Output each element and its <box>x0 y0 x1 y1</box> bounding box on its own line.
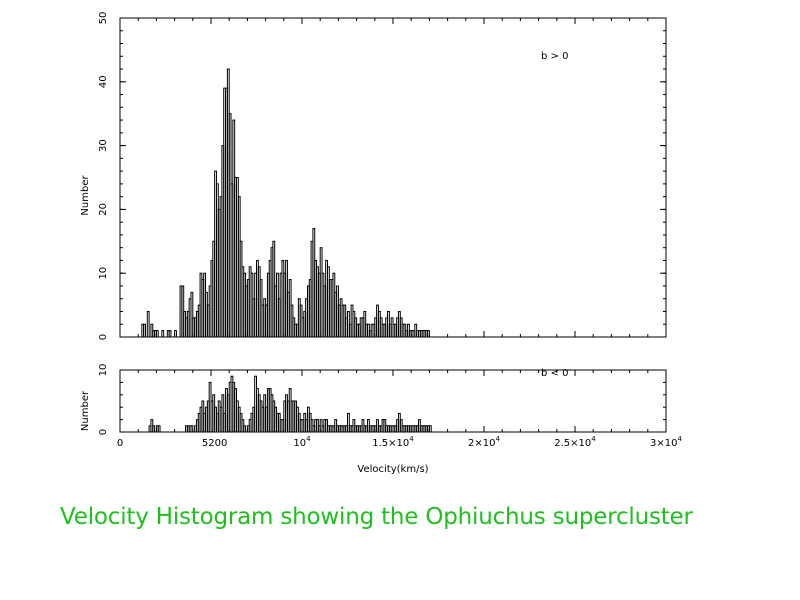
x-axis-label: Velocity(km/s) <box>357 464 428 475</box>
y-tick-label: 40 <box>98 75 109 88</box>
y-axis-label: Number <box>80 175 91 216</box>
histogram-bar <box>168 330 172 338</box>
histogram-bar <box>428 425 432 433</box>
y-tick-label: 0 <box>98 429 109 435</box>
x-tick-label: 3×104 <box>650 435 682 449</box>
y-axis-label: Number <box>80 390 91 431</box>
histogram-bar <box>157 425 161 433</box>
x-tick-label: 5200 <box>202 438 227 449</box>
histogram-bar <box>347 412 350 433</box>
histogram-bar <box>190 291 194 338</box>
histogram-bar <box>190 425 194 433</box>
histogram-bar <box>146 310 150 338</box>
histogram-bar <box>243 425 247 433</box>
histogram-bar <box>152 425 156 433</box>
y-tick-label: 20 <box>98 203 109 216</box>
y-tick-label: 10 <box>98 364 109 377</box>
upper-panel-b-positive: 0 10 20 30 40 50 Number b > 0 <box>80 12 667 340</box>
y-tick-label: 0 <box>98 334 109 340</box>
x-tick-label: 0 <box>117 438 123 449</box>
y-tick-label: 10 <box>98 267 109 280</box>
panel-annotation: b < 0 <box>541 368 568 379</box>
y-tick-label: 30 <box>98 139 109 152</box>
lower-panel-b-negative: 0 10 Number b < 0 0 5200 104 1.5×104 2×104 2.5×10… <box>80 364 683 475</box>
figure-caption: Velocity Histogram showing the Ophiuchus… <box>60 504 693 530</box>
x-tick-label: 2.5×104 <box>554 435 596 449</box>
histogram-bar <box>143 323 146 338</box>
histogram-bar <box>427 330 430 338</box>
histogram-bar <box>155 330 159 338</box>
y-tick-label: 50 <box>98 12 109 25</box>
histogram-bar <box>161 330 165 338</box>
x-tick-label: 104 <box>293 435 311 449</box>
panel-annotation: b > 0 <box>541 51 568 62</box>
histogram-bar <box>174 330 177 338</box>
x-tick-label: 1.5×104 <box>372 435 414 449</box>
x-tick-label: 2×104 <box>468 435 500 449</box>
